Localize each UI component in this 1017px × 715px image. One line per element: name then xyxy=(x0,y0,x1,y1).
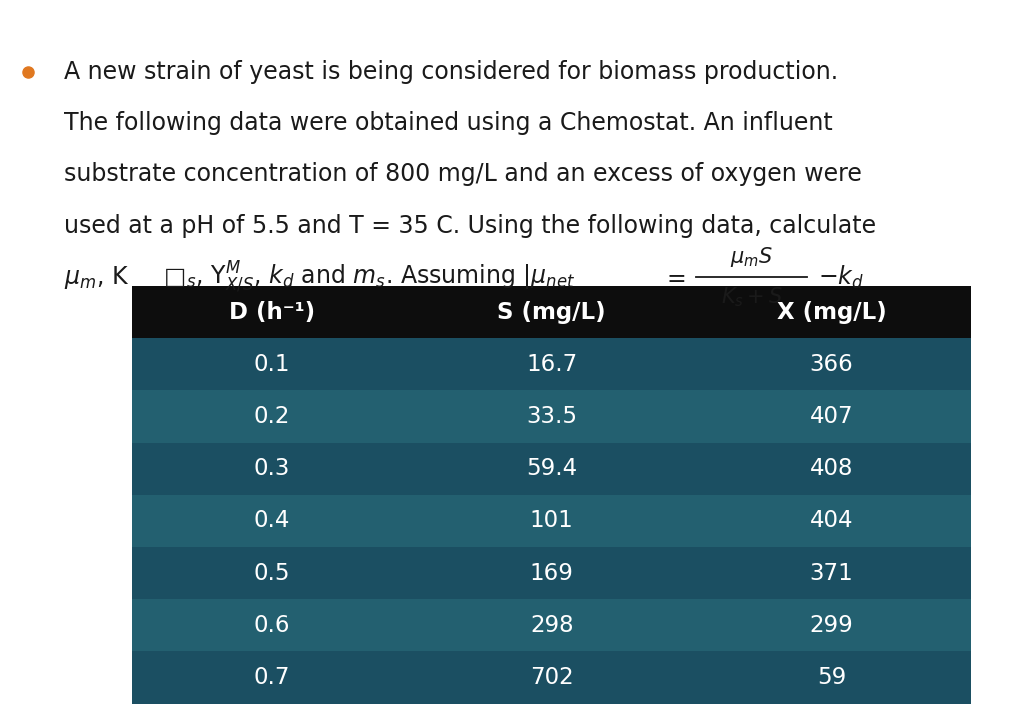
Text: 407: 407 xyxy=(810,405,853,428)
Text: X (mg/L): X (mg/L) xyxy=(777,300,886,324)
Text: $K_s+S$: $K_s+S$ xyxy=(720,285,783,310)
Text: $\mu_m S$: $\mu_m S$ xyxy=(730,245,773,270)
Text: 0.1: 0.1 xyxy=(254,352,290,376)
Bar xyxy=(132,390,971,443)
Text: substrate concentration of 800 mg/L and an excess of oxygen were: substrate concentration of 800 mg/L and … xyxy=(64,162,862,187)
Text: 33.5: 33.5 xyxy=(526,405,578,428)
Bar xyxy=(132,599,971,651)
Text: $=$: $=$ xyxy=(662,265,685,290)
Text: $_s$, Y$^M_{X/S}$, $k_d$ and $m_s$. Assuming $|\mu_{net}$: $_s$, Y$^M_{X/S}$, $k_d$ and $m_s$. Assu… xyxy=(186,260,576,295)
Text: 0.4: 0.4 xyxy=(254,509,290,533)
Text: $\mu_m$, K: $\mu_m$, K xyxy=(64,264,129,291)
Text: 408: 408 xyxy=(810,457,853,480)
Text: 16.7: 16.7 xyxy=(526,352,578,376)
Text: 59.4: 59.4 xyxy=(526,457,578,480)
Bar xyxy=(132,547,971,599)
Text: used at a pH of 5.5 and T = 35 C. Using the following data, calculate: used at a pH of 5.5 and T = 35 C. Using … xyxy=(64,214,877,238)
Text: 0.5: 0.5 xyxy=(254,561,290,585)
Text: 404: 404 xyxy=(810,509,853,533)
Text: 0.7: 0.7 xyxy=(254,666,290,689)
Text: D (h⁻¹): D (h⁻¹) xyxy=(229,300,315,324)
Text: 0.6: 0.6 xyxy=(254,613,290,637)
Text: 371: 371 xyxy=(810,561,853,585)
Text: 0.3: 0.3 xyxy=(254,457,290,480)
Text: The following data were obtained using a Chemostat. An influent: The following data were obtained using a… xyxy=(64,111,833,135)
Text: 299: 299 xyxy=(810,613,853,637)
Text: S (mg/L): S (mg/L) xyxy=(497,300,606,324)
Bar xyxy=(132,495,971,547)
Text: 169: 169 xyxy=(530,561,574,585)
Text: 59: 59 xyxy=(817,666,846,689)
Bar xyxy=(132,338,971,390)
Text: 0.2: 0.2 xyxy=(254,405,290,428)
Text: 702: 702 xyxy=(530,666,574,689)
Text: A new strain of yeast is being considered for biomass production.: A new strain of yeast is being considere… xyxy=(64,59,838,84)
Text: 101: 101 xyxy=(530,509,574,533)
Bar xyxy=(132,286,971,338)
Text: 298: 298 xyxy=(530,613,574,637)
Bar xyxy=(132,651,971,704)
Text: $- k_d$: $- k_d$ xyxy=(818,264,863,291)
Text: □: □ xyxy=(164,265,186,290)
Text: 366: 366 xyxy=(810,352,853,376)
Bar xyxy=(132,443,971,495)
